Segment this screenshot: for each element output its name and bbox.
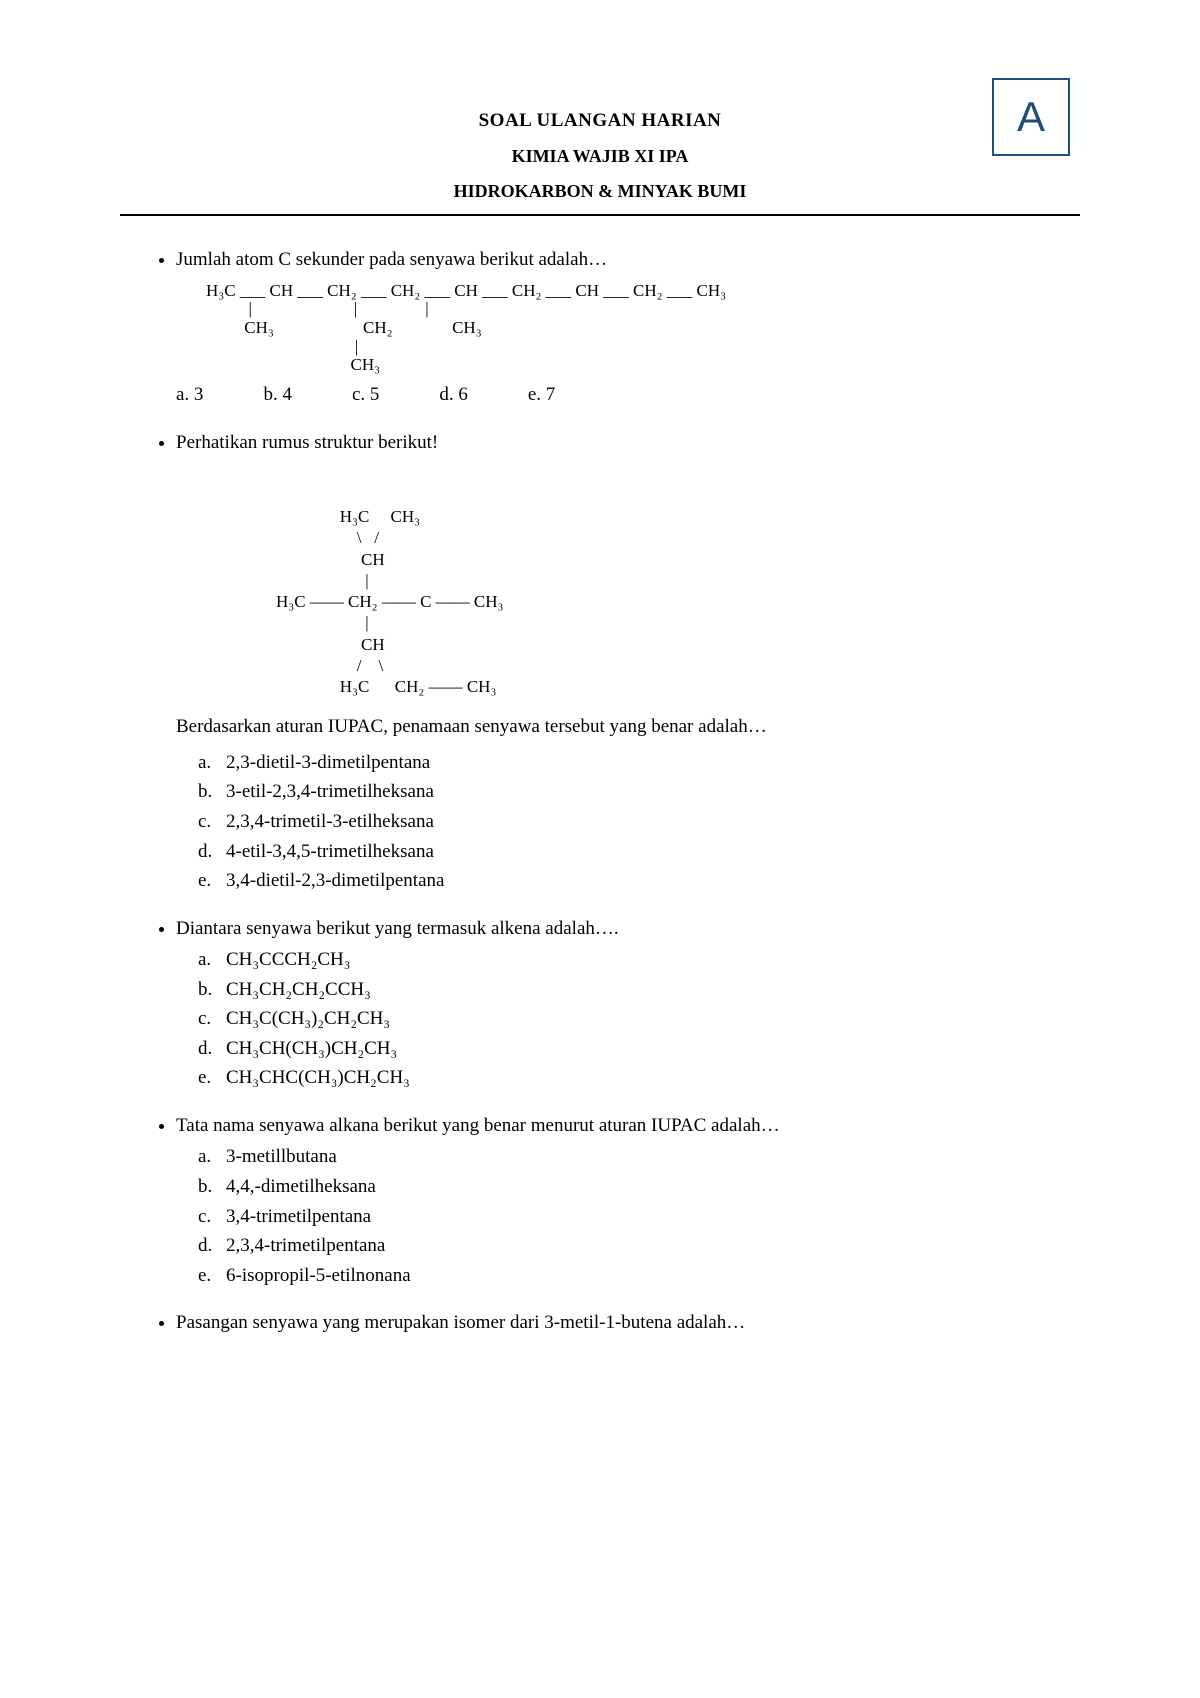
q2-s-l6: | xyxy=(276,613,369,632)
q1-opt-c: c. 5 xyxy=(352,381,379,409)
question-2-text: Perhatikan rumus struktur berikut! xyxy=(176,429,1080,457)
opt-label-b: b. xyxy=(198,976,226,1004)
q2-s-l5: H₃C —— CH₂ —— C —— CH₃ xyxy=(276,592,503,611)
document-header: SOAL ULANGAN HARIAN KIMIA WAJIB XI IPA H… xyxy=(120,110,1080,202)
q1-opt-a: a. 3 xyxy=(176,381,203,409)
q1-opt-d: d. 6 xyxy=(439,381,468,409)
q3-opt-a-text: CH₃CCCH₂CH₃ xyxy=(226,949,350,970)
question-4-text: Tata nama senyawa alkana berikut yang be… xyxy=(176,1112,1080,1140)
opt-label-c: c. xyxy=(198,808,226,836)
opt-label-a: a. xyxy=(198,946,226,974)
opt-label-e: e. xyxy=(198,867,226,895)
question-4-options: a.3-metillbutana b.4,4,-dimetilheksana c… xyxy=(176,1143,1080,1289)
opt-label-d: d. xyxy=(198,1232,226,1260)
header-divider xyxy=(120,214,1080,216)
question-1-structure: H₃C ___ CH ___ CH₂ ___ CH₂ ___ CH ___ CH… xyxy=(206,282,1080,375)
q2-s-l3: CH xyxy=(276,550,385,569)
q2-opt-d: d.4-etil-3,4,5-trimetilheksana xyxy=(198,838,1080,866)
opt-label-d: d. xyxy=(198,838,226,866)
question-5-text: Pasangan senyawa yang merupakan isomer d… xyxy=(176,1309,1080,1337)
q1-opt-b: b. 4 xyxy=(263,381,292,409)
opt-label-e: e. xyxy=(198,1064,226,1092)
q3-opt-c-text: CH₃C(CH₃)₂CH₂CH₃ xyxy=(226,1008,390,1029)
q4-opt-a: a.3-metillbutana xyxy=(198,1143,1080,1171)
q3-opt-b-text: CH₃CH₂CH₂CCH₃ xyxy=(226,979,371,1000)
header-title-2: KIMIA WAJIB XI IPA xyxy=(120,146,1080,167)
q2-s-l1: H₃C CH₃ xyxy=(276,507,420,526)
question-1-text: Jumlah atom C sekunder pada senyawa beri… xyxy=(176,246,1080,274)
q1-chain-row3: CH₃ CH₂ CH₃ xyxy=(206,318,482,337)
question-3: Diantara senyawa berikut yang termasuk a… xyxy=(176,915,1080,1092)
question-3-text: Diantara senyawa berikut yang termasuk a… xyxy=(176,915,1080,943)
q2-opt-b-text: 3-etil-2,3,4-trimetilheksana xyxy=(226,781,434,802)
q4-opt-b: b.4,4,-dimetilheksana xyxy=(198,1173,1080,1201)
q2-opt-e-text: 3,4-dietil-2,3-dimetilpentana xyxy=(226,870,444,891)
opt-label-e: e. xyxy=(198,1262,226,1290)
question-list: Jumlah atom C sekunder pada senyawa beri… xyxy=(120,246,1080,1337)
q2-opt-c: c.2,3,4-trimetil-3-etilheksana xyxy=(198,808,1080,836)
header-title-1: SOAL ULANGAN HARIAN xyxy=(120,110,1080,132)
q4-opt-e: e.6-isopropil-5-etilnonana xyxy=(198,1262,1080,1290)
opt-label-a: a. xyxy=(198,749,226,777)
q3-opt-d: d.CH₃CH(CH₃)CH₂CH₃ xyxy=(198,1035,1080,1063)
page: A SOAL ULANGAN HARIAN KIMIA WAJIB XI IPA… xyxy=(0,0,1200,1417)
q1-opt-e: e. 7 xyxy=(528,381,555,409)
opt-label-a: a. xyxy=(198,1143,226,1171)
q2-opt-e: e.3,4-dietil-2,3-dimetilpentana xyxy=(198,867,1080,895)
q1-chain-row4: | xyxy=(206,337,358,356)
q4-opt-e-text: 6-isopropil-5-etilnonana xyxy=(226,1265,411,1286)
q2-opt-d-text: 4-etil-3,4,5-trimetilheksana xyxy=(226,841,434,862)
question-1: Jumlah atom C sekunder pada senyawa beri… xyxy=(176,246,1080,409)
q3-opt-e: e.CH₃CHC(CH₃)CH₂CH₃ xyxy=(198,1064,1080,1092)
q4-opt-d: d.2,3,4-trimetilpentana xyxy=(198,1232,1080,1260)
q2-opt-a: a.2,3-dietil-3-dimetilpentana xyxy=(198,749,1080,777)
opt-label-b: b. xyxy=(198,778,226,806)
variant-letter: A xyxy=(1017,93,1045,141)
question-4: Tata nama senyawa alkana berikut yang be… xyxy=(176,1112,1080,1289)
q2-opt-c-text: 2,3,4-trimetil-3-etilheksana xyxy=(226,811,434,832)
question-2-options: a.2,3-dietil-3-dimetilpentana b.3-etil-2… xyxy=(176,749,1080,895)
q4-opt-c: c.3,4-trimetilpentana xyxy=(198,1203,1080,1231)
q3-opt-c: c.CH₃C(CH₃)₂CH₂CH₃ xyxy=(198,1005,1080,1033)
q2-s-l9: H₃C CH₂ —— CH₃ xyxy=(276,677,496,696)
question-1-options: a. 3 b. 4 c. 5 d. 6 e. 7 xyxy=(176,381,1080,409)
q4-opt-d-text: 2,3,4-trimetilpentana xyxy=(226,1235,385,1256)
question-5: Pasangan senyawa yang merupakan isomer d… xyxy=(176,1309,1080,1337)
q1-chain-row1: H₃C ___ CH ___ CH₂ ___ CH₂ ___ CH ___ CH… xyxy=(206,281,726,300)
opt-label-b: b. xyxy=(198,1173,226,1201)
q2-opt-a-text: 2,3-dietil-3-dimetilpentana xyxy=(226,752,430,773)
q3-opt-d-text: CH₃CH(CH₃)CH₂CH₃ xyxy=(226,1038,397,1059)
variant-box: A xyxy=(992,78,1070,156)
q4-opt-a-text: 3-metillbutana xyxy=(226,1146,337,1167)
q4-opt-b-text: 4,4,-dimetilheksana xyxy=(226,1176,376,1197)
opt-label-c: c. xyxy=(198,1005,226,1033)
q1-chain-row2: | | | xyxy=(206,299,429,318)
opt-label-c: c. xyxy=(198,1203,226,1231)
q3-opt-e-text: CH₃CHC(CH₃)CH₂CH₃ xyxy=(226,1067,410,1088)
q2-s-l2: \ / xyxy=(276,528,379,547)
q2-s-l7: CH xyxy=(276,635,385,654)
question-2-structure: H₃C CH₃ \ / CH | H₃C —— CH₂ —— C —— CH₃ … xyxy=(276,506,1080,697)
q2-s-l4: | xyxy=(276,571,369,590)
q4-opt-c-text: 3,4-trimetilpentana xyxy=(226,1206,371,1227)
question-2-follow: Berdasarkan aturan IUPAC, penamaan senya… xyxy=(176,713,1080,741)
q2-s-l8: / \ xyxy=(276,656,383,675)
q1-chain-row5: CH₃ xyxy=(206,355,380,374)
question-2: Perhatikan rumus struktur berikut! H₃C C… xyxy=(176,429,1080,895)
q3-opt-b: b.CH₃CH₂CH₂CCH₃ xyxy=(198,976,1080,1004)
q3-opt-a: a.CH₃CCCH₂CH₃ xyxy=(198,946,1080,974)
header-title-3: HIDROKARBON & MINYAK BUMI xyxy=(120,181,1080,202)
q2-opt-b: b.3-etil-2,3,4-trimetilheksana xyxy=(198,778,1080,806)
opt-label-d: d. xyxy=(198,1035,226,1063)
question-3-options: a.CH₃CCCH₂CH₃ b.CH₃CH₂CH₂CCH₃ c.CH₃C(CH₃… xyxy=(176,946,1080,1092)
